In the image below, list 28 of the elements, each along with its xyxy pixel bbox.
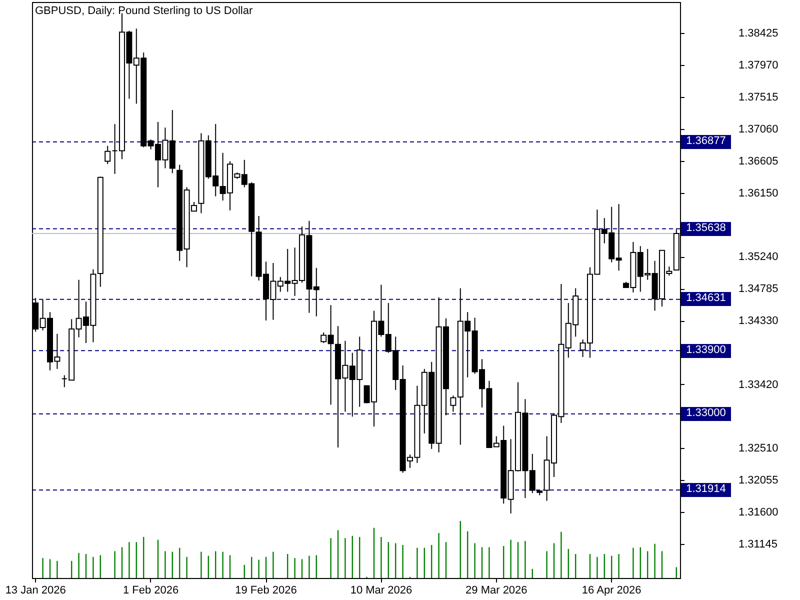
y-tick-label: 1.37515 [738, 92, 778, 104]
y-tick-label: 1.37060 [738, 123, 778, 136]
y-tick-label: 1.32055 [738, 474, 778, 487]
ref-line-label: 1.33900 [681, 344, 731, 358]
chart-title: GBPUSD, Daily: Pound Sterling to US Dollar [35, 5, 253, 17]
y-tick-label: 1.34330 [738, 315, 778, 328]
y-tick-label: 1.38425 [738, 28, 778, 40]
y-tick-label: 1.33420 [738, 378, 778, 391]
x-tick-label: 29 Mar 2026 [466, 584, 528, 596]
ref-line-label: 1.33000 [681, 406, 731, 421]
candlestick [104, 145, 111, 165]
x-tick-label: 10 Mar 2026 [350, 584, 412, 596]
x-tick-label: 1 Feb 2026 [122, 584, 179, 596]
y-tick-label: 1.36150 [738, 187, 778, 200]
y-tick-label: 1.31145 [738, 538, 778, 550]
y-tick-label: 1.36605 [738, 155, 778, 168]
ref-line-label: 1.35638 [681, 222, 731, 236]
x-tick-label: 16 Apr 2026 [582, 584, 642, 596]
y-tick-label: 1.31600 [738, 506, 778, 519]
y-tick-label: 1.35240 [738, 251, 778, 264]
y-tick-label: 1.37970 [738, 60, 778, 72]
ref-line-label: 1.31914 [681, 483, 731, 498]
x-tick-label: 19 Feb 2026 [235, 584, 297, 596]
y-tick-label: 1.32510 [738, 442, 778, 455]
y-tick-label: 1.34785 [738, 283, 778, 296]
x-tick-label: 13 Jan 2026 [5, 584, 66, 596]
ref-line-label: 1.34631 [681, 292, 731, 306]
ref-line-label: 1.36877 [681, 134, 731, 149]
